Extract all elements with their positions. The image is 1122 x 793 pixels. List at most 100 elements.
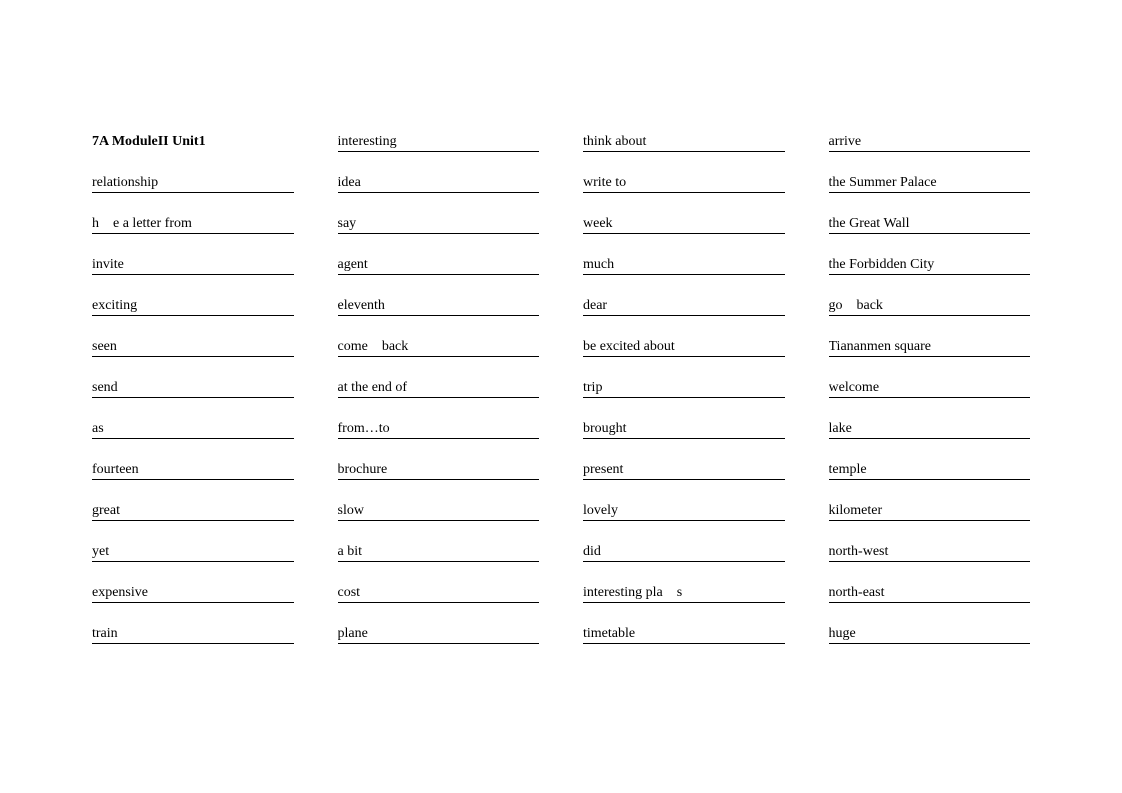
vocab-item: trip — [583, 378, 785, 419]
vocab-word: interesting — [338, 134, 540, 152]
vocab-word: yet — [92, 544, 294, 562]
vocab-item: eleventh — [338, 296, 540, 337]
vocab-word: great — [92, 503, 294, 521]
vocab-word: eleventh — [338, 298, 540, 316]
vocab-word: a bit — [338, 544, 540, 562]
vocab-word: the Forbidden City — [829, 257, 1031, 275]
vocab-item: dear — [583, 296, 785, 337]
column-3: think about write to week much dear be e… — [583, 132, 785, 665]
vocab-item: great — [92, 501, 294, 542]
vocab-item: idea — [338, 173, 540, 214]
vocab-word: plane — [338, 626, 540, 644]
vocab-item: north-east — [829, 583, 1031, 624]
vocab-item: from…to — [338, 419, 540, 460]
vocab-word: interesting pla s — [583, 585, 785, 603]
vocab-item: h e a letter from — [92, 214, 294, 255]
vocab-word: present — [583, 462, 785, 480]
vocab-item: go back — [829, 296, 1031, 337]
heading-text: 7A ModuleII Unit1 — [92, 134, 294, 151]
vocab-word: cost — [338, 585, 540, 603]
vocab-item: a bit — [338, 542, 540, 583]
vocab-word: the Great Wall — [829, 216, 1031, 234]
vocabulary-worksheet: 7A ModuleII Unit1 relationship h e a let… — [92, 132, 1030, 665]
vocab-item: lake — [829, 419, 1031, 460]
vocab-item: kilometer — [829, 501, 1031, 542]
vocab-word: brought — [583, 421, 785, 439]
vocab-item: interesting — [338, 132, 540, 173]
vocab-word: huge — [829, 626, 1031, 644]
vocab-word: much — [583, 257, 785, 275]
vocab-word: think about — [583, 134, 785, 152]
vocab-item: plane — [338, 624, 540, 665]
vocab-word: did — [583, 544, 785, 562]
vocab-word: arrive — [829, 134, 1031, 152]
vocab-word: at the end of — [338, 380, 540, 398]
vocab-word: dear — [583, 298, 785, 316]
vocab-item: send — [92, 378, 294, 419]
vocab-word: go back — [829, 298, 1031, 316]
vocab-word: kilometer — [829, 503, 1031, 521]
vocab-word: timetable — [583, 626, 785, 644]
vocab-item: Tiananmen square — [829, 337, 1031, 378]
vocab-word: Tiananmen square — [829, 339, 1031, 357]
vocab-item: fourteen — [92, 460, 294, 501]
vocab-word: idea — [338, 175, 540, 193]
vocab-word: be excited about — [583, 339, 785, 357]
vocab-word: say — [338, 216, 540, 234]
vocab-item: exciting — [92, 296, 294, 337]
vocab-item: temple — [829, 460, 1031, 501]
vocab-word: agent — [338, 257, 540, 275]
vocab-word: north-east — [829, 585, 1031, 603]
vocab-word: the Summer Palace — [829, 175, 1031, 193]
vocab-word: h e a letter from — [92, 216, 294, 234]
vocab-word: temple — [829, 462, 1031, 480]
vocab-word: north-west — [829, 544, 1031, 562]
vocab-word: send — [92, 380, 294, 398]
column-1: 7A ModuleII Unit1 relationship h e a let… — [92, 132, 294, 665]
vocab-word: fourteen — [92, 462, 294, 480]
vocab-item: timetable — [583, 624, 785, 665]
vocab-item: much — [583, 255, 785, 296]
vocab-item: the Summer Palace — [829, 173, 1031, 214]
vocab-word: week — [583, 216, 785, 234]
vocab-word: lovely — [583, 503, 785, 521]
vocab-word: write to — [583, 175, 785, 193]
vocab-word: brochure — [338, 462, 540, 480]
vocab-word: train — [92, 626, 294, 644]
vocab-word: from…to — [338, 421, 540, 439]
vocab-word: expensive — [92, 585, 294, 603]
vocab-item: write to — [583, 173, 785, 214]
vocab-word: invite — [92, 257, 294, 275]
vocab-item: the Great Wall — [829, 214, 1031, 255]
vocab-item: the Forbidden City — [829, 255, 1031, 296]
vocab-item: come back — [338, 337, 540, 378]
vocab-item: say — [338, 214, 540, 255]
vocab-item: invite — [92, 255, 294, 296]
vocab-item: agent — [338, 255, 540, 296]
vocab-item: yet — [92, 542, 294, 583]
vocab-item: huge — [829, 624, 1031, 665]
vocab-item: week — [583, 214, 785, 255]
vocab-item: cost — [338, 583, 540, 624]
vocab-item: expensive — [92, 583, 294, 624]
vocab-item: present — [583, 460, 785, 501]
vocab-word: slow — [338, 503, 540, 521]
vocab-item: slow — [338, 501, 540, 542]
vocab-item: at the end of — [338, 378, 540, 419]
vocab-item: lovely — [583, 501, 785, 542]
vocab-word: seen — [92, 339, 294, 357]
vocab-word: relationship — [92, 175, 294, 193]
vocab-item: arrive — [829, 132, 1031, 173]
vocab-word: come back — [338, 339, 540, 357]
vocab-word: trip — [583, 380, 785, 398]
vocab-item: welcome — [829, 378, 1031, 419]
worksheet-heading: 7A ModuleII Unit1 — [92, 132, 294, 173]
vocab-item: train — [92, 624, 294, 665]
vocab-item: as — [92, 419, 294, 460]
vocab-item: relationship — [92, 173, 294, 214]
vocab-item: think about — [583, 132, 785, 173]
vocab-item: brought — [583, 419, 785, 460]
vocab-word: welcome — [829, 380, 1031, 398]
vocab-word: as — [92, 421, 294, 439]
vocab-word: lake — [829, 421, 1031, 439]
